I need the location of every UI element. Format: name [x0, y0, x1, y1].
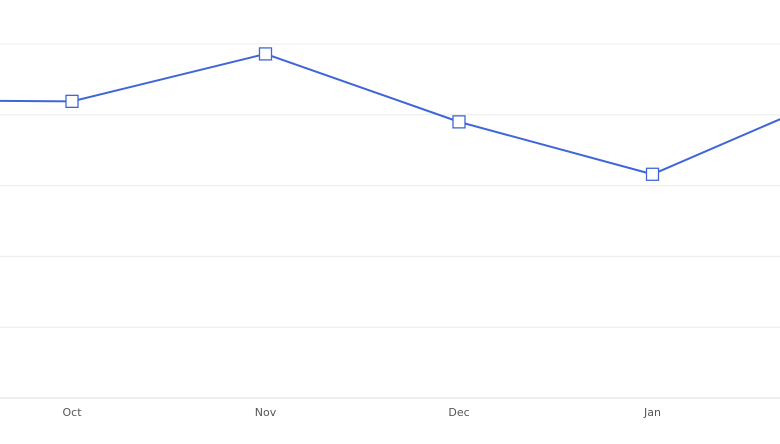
x-tick-label: Nov	[255, 406, 277, 419]
series-line	[0, 52, 780, 176]
point-marker	[258, 47, 273, 61]
x-tick-label: Dec	[448, 406, 469, 419]
point-marker	[645, 167, 660, 181]
x-tick-label: Jan	[643, 406, 661, 419]
point-marker	[452, 115, 466, 129]
x-tick-label: Oct	[62, 406, 82, 419]
point-marker	[65, 94, 79, 108]
